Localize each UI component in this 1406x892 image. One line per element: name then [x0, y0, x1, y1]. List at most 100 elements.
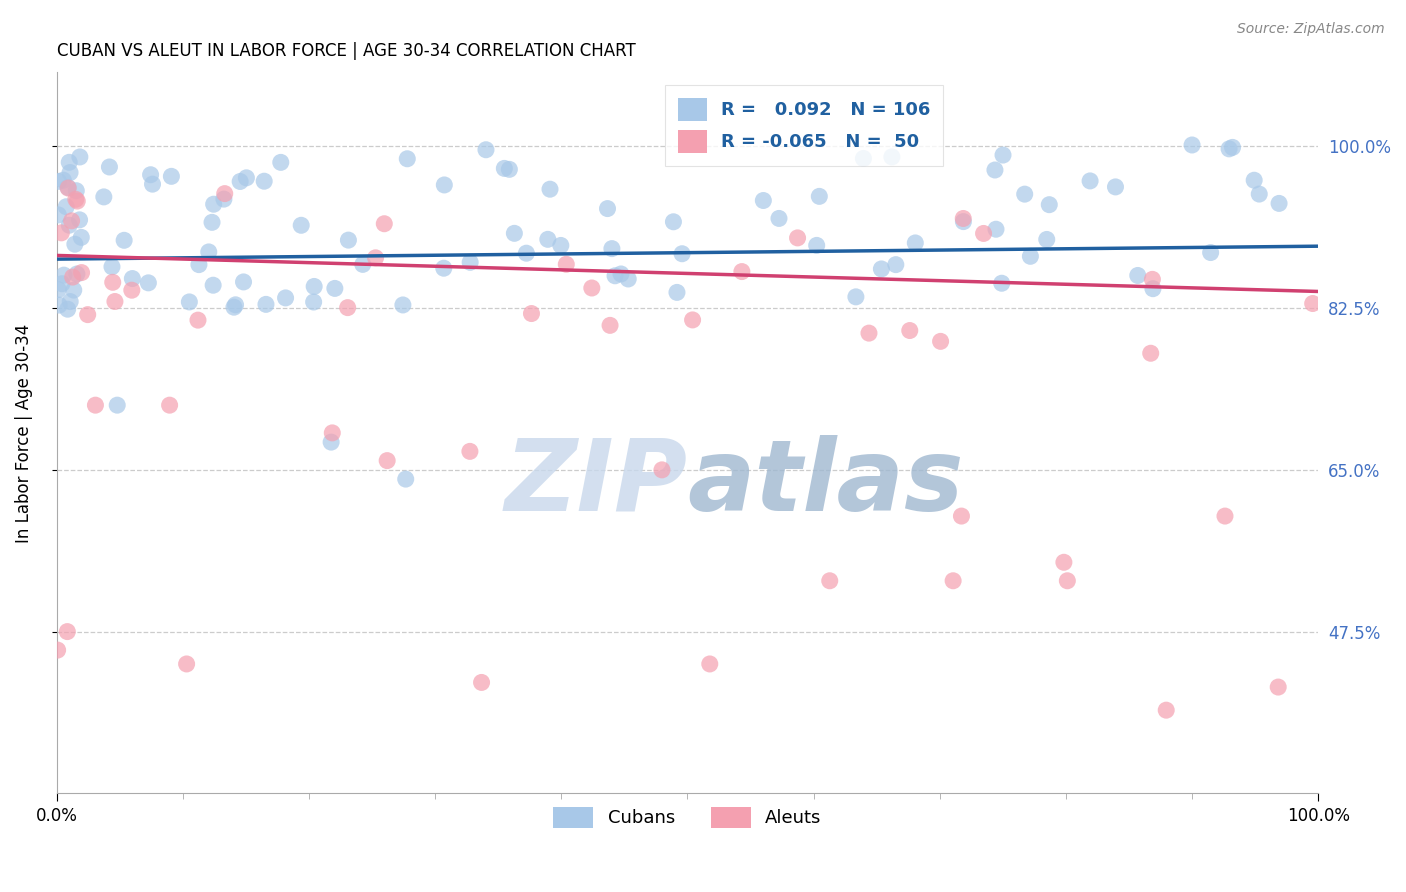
Point	[392, 298, 415, 312]
Point	[984, 222, 1007, 236]
Point	[253, 174, 276, 188]
Point	[373, 217, 395, 231]
Point	[884, 258, 907, 272]
Point	[662, 215, 685, 229]
Point	[898, 324, 921, 338]
Point	[321, 425, 343, 440]
Point	[63, 237, 86, 252]
Point	[101, 275, 124, 289]
Point	[1142, 272, 1164, 286]
Point	[973, 227, 995, 241]
Point	[48, 208, 70, 222]
Point	[302, 279, 325, 293]
Point	[139, 168, 162, 182]
Point	[364, 251, 387, 265]
Point	[1267, 680, 1289, 694]
Point	[52, 268, 75, 282]
Point	[65, 184, 87, 198]
Point	[731, 264, 754, 278]
Point	[1218, 142, 1240, 156]
Point	[520, 307, 543, 321]
Point	[212, 192, 235, 206]
Point	[336, 301, 359, 315]
Point	[58, 155, 80, 169]
Point	[1019, 249, 1042, 263]
Point	[433, 178, 456, 192]
Text: atlas: atlas	[688, 435, 965, 532]
Point	[1126, 268, 1149, 283]
Point	[952, 214, 974, 228]
Point	[58, 218, 80, 232]
Point	[254, 297, 277, 311]
Point	[471, 675, 494, 690]
Point	[138, 276, 160, 290]
Point	[98, 160, 121, 174]
Point	[952, 211, 974, 226]
Point	[494, 161, 516, 176]
Point	[69, 212, 91, 227]
Point	[197, 244, 219, 259]
Point	[84, 398, 107, 412]
Point	[858, 326, 880, 340]
Point	[141, 177, 163, 191]
Point	[870, 262, 893, 277]
Point	[1035, 232, 1057, 246]
Point	[112, 233, 135, 247]
Point	[1104, 180, 1126, 194]
Point	[121, 283, 143, 297]
Point	[105, 398, 128, 412]
Point	[808, 189, 831, 203]
Point	[222, 300, 245, 314]
Point	[1142, 282, 1164, 296]
Point	[475, 143, 498, 157]
Point	[603, 268, 626, 283]
Text: CUBAN VS ALEUT IN LABOR FORCE | AGE 30-34 CORRELATION CHART: CUBAN VS ALEUT IN LABOR FORCE | AGE 30-3…	[56, 42, 636, 60]
Point	[1249, 187, 1271, 202]
Point	[302, 295, 325, 310]
Point	[56, 180, 79, 194]
Point	[1139, 346, 1161, 360]
Point	[550, 238, 572, 252]
Point	[651, 463, 673, 477]
Point	[201, 215, 224, 229]
Point	[665, 285, 688, 300]
Point	[596, 202, 619, 216]
Point	[202, 278, 225, 293]
Point	[56, 302, 79, 317]
Point	[1078, 174, 1101, 188]
Point	[70, 230, 93, 244]
Y-axis label: In Labor Force | Age 30-34: In Labor Force | Age 30-34	[15, 323, 32, 542]
Point	[48, 174, 70, 188]
Point	[160, 169, 183, 184]
Point	[1181, 138, 1204, 153]
Point	[66, 194, 89, 208]
Point	[48, 298, 70, 312]
Point	[1268, 196, 1291, 211]
Point	[46, 283, 69, 297]
Point	[59, 165, 82, 179]
Point	[270, 155, 292, 169]
Point	[806, 238, 828, 252]
Point	[458, 444, 481, 458]
Point	[396, 152, 419, 166]
Point	[76, 308, 98, 322]
Point	[290, 219, 312, 233]
Point	[433, 261, 456, 276]
Point	[942, 574, 965, 588]
Point	[852, 152, 875, 166]
Point	[58, 181, 80, 195]
Point	[845, 290, 868, 304]
Point	[599, 318, 621, 333]
Point	[904, 235, 927, 250]
Point	[179, 294, 201, 309]
Point	[617, 272, 640, 286]
Point	[46, 643, 69, 657]
Point	[395, 472, 418, 486]
Point	[515, 246, 537, 260]
Point	[375, 453, 398, 467]
Point	[56, 624, 79, 639]
Point	[51, 277, 73, 291]
Point	[990, 277, 1012, 291]
Point	[929, 334, 952, 349]
Point	[202, 197, 225, 211]
